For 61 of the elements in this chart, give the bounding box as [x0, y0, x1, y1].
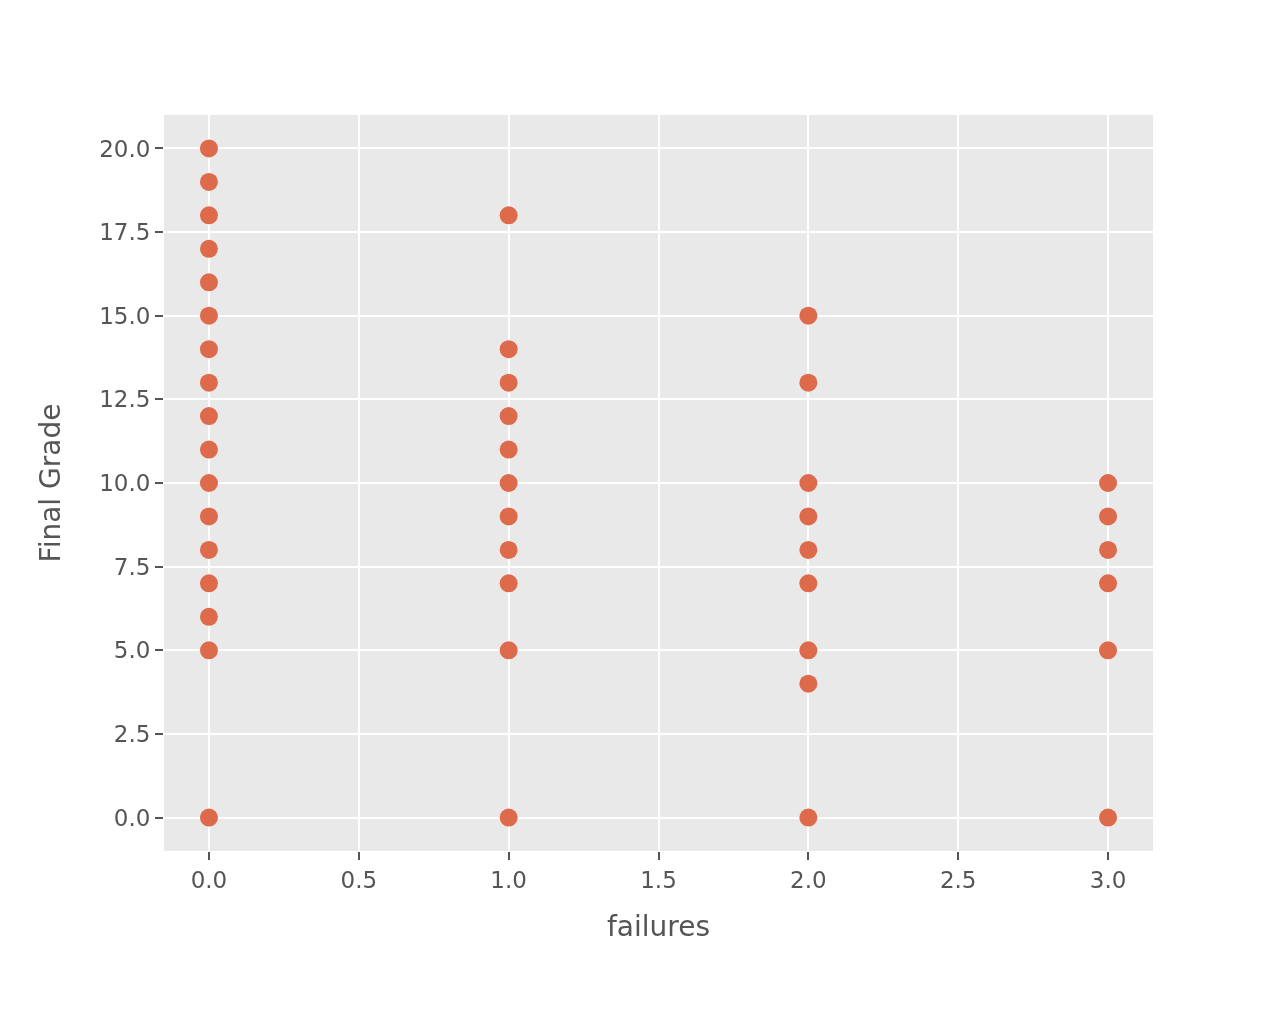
point: [1099, 808, 1118, 827]
point: [199, 306, 218, 325]
y-tick-label: 5.0: [113, 637, 151, 664]
point: [799, 540, 818, 559]
y-tick-label: 15.0: [99, 302, 151, 329]
point: [799, 674, 818, 693]
point: [499, 574, 518, 593]
point: [799, 474, 818, 492]
point: [199, 239, 218, 258]
point: [1099, 641, 1118, 660]
point: [499, 641, 518, 660]
x-tick-label: 1.5: [640, 866, 677, 893]
point: [199, 474, 218, 492]
point: [1099, 507, 1118, 526]
point: [499, 540, 518, 559]
x-tick-label: 0.0: [190, 866, 228, 893]
point: [499, 808, 518, 827]
x-tick-label: 0.5: [340, 866, 378, 893]
y-axis-title: Final Grade: [33, 403, 67, 563]
point: [799, 306, 818, 325]
y-tick-label: 2.5: [113, 720, 151, 747]
point: [799, 574, 818, 593]
point: [199, 440, 218, 459]
x-tick-label: 2.5: [939, 866, 977, 893]
point: [199, 407, 218, 426]
point: [199, 273, 218, 292]
y-tick-label: 0.0: [113, 804, 151, 831]
point: [499, 206, 518, 225]
point: [799, 373, 818, 392]
x-tick-label: 3.0: [1089, 866, 1127, 893]
point: [799, 808, 818, 827]
y-tick-label: 20.0: [99, 135, 151, 162]
point: [499, 440, 518, 459]
point: [799, 641, 818, 660]
point: [199, 641, 218, 660]
point: [199, 373, 218, 392]
point: [199, 808, 218, 827]
point: [1099, 540, 1118, 559]
point: [199, 607, 218, 626]
point: [1099, 474, 1118, 492]
point: [199, 507, 218, 526]
point: [499, 407, 518, 426]
point: [199, 540, 218, 559]
point: [499, 507, 518, 526]
y-tick-label: 17.5: [99, 219, 151, 246]
point: [199, 172, 218, 191]
point: [1099, 574, 1118, 593]
y-tick-label: 7.5: [113, 553, 151, 580]
point: [499, 340, 518, 359]
y-tick-label: 10.0: [99, 470, 151, 497]
point: [499, 373, 518, 392]
x-axis-title: failures: [606, 909, 711, 943]
point: [499, 474, 518, 492]
point: [199, 206, 218, 225]
y-tick-label: 12.5: [99, 386, 151, 413]
point: [199, 139, 218, 158]
point: [199, 340, 218, 359]
point: [799, 507, 818, 526]
x-tick-label: 1.0: [490, 866, 527, 893]
point: [199, 574, 218, 593]
x-tick-label: 2.0: [790, 866, 827, 893]
